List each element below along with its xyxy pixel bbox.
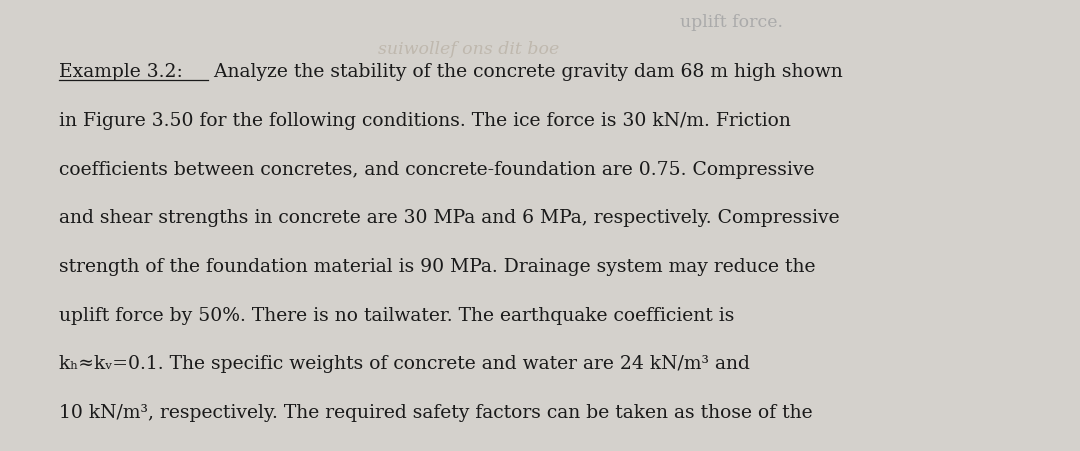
Text: and shear strengths in concrete are 30 MPa and 6 MPa, respectively. Compressive: and shear strengths in concrete are 30 M… xyxy=(59,209,840,227)
Text: Example 3.2:: Example 3.2: xyxy=(59,63,184,81)
Text: strength of the foundation material is 90 MPa. Drainage system may reduce the: strength of the foundation material is 9… xyxy=(59,258,815,276)
Text: in Figure 3.50 for the following conditions. The ice force is 30 kN/m. Friction: in Figure 3.50 for the following conditi… xyxy=(59,112,792,130)
Text: coefficients between concretes, and concrete-foundation are 0.75. Compressive: coefficients between concretes, and conc… xyxy=(59,161,815,179)
Text: Analyze the stability of the concrete gravity dam 68 m high shown: Analyze the stability of the concrete gr… xyxy=(208,63,843,81)
Text: uplift force by 50%. There is no tailwater. The earthquake coefficient is: uplift force by 50%. There is no tailwat… xyxy=(59,307,734,325)
Text: kₕ≈kᵥ=0.1. The specific weights of concrete and water are 24 kN/m³ and: kₕ≈kᵥ=0.1. The specific weights of concr… xyxy=(59,355,751,373)
Text: 10 kN/m³, respectively. The required safety factors can be taken as those of the: 10 kN/m³, respectively. The required saf… xyxy=(59,404,813,422)
Text: suiwollef ons dit boe: suiwollef ons dit boe xyxy=(378,41,559,58)
Text: uplift force.: uplift force. xyxy=(680,14,783,31)
